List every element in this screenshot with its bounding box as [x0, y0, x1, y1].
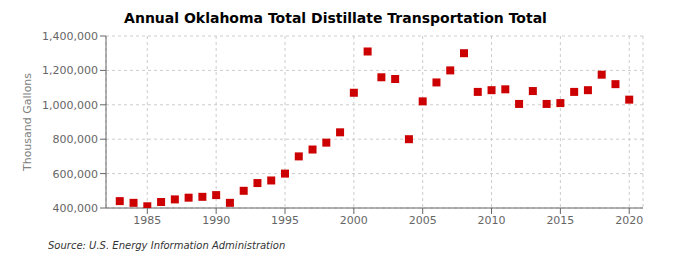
svg-text:2015: 2015	[546, 214, 574, 227]
svg-text:2020: 2020	[615, 214, 643, 227]
svg-text:1,200,000: 1,200,000	[42, 64, 98, 77]
svg-text:1990: 1990	[202, 214, 230, 227]
svg-text:2005: 2005	[409, 214, 437, 227]
svg-text:Thousand Gallons: Thousand Gallons	[21, 73, 34, 172]
svg-text:1,000,000: 1,000,000	[42, 99, 98, 112]
svg-text:1,400,000: 1,400,000	[42, 30, 98, 43]
html-text:Annual Oklahoma Total Distilla: Annual Oklahoma Total Distillate Transpo…	[124, 10, 547, 26]
html-text:Source: U.S. Energy Informatio: Source: U.S. Energy Information Administ…	[48, 240, 286, 251]
svg-text:1995: 1995	[271, 214, 299, 227]
svg-text:600,000: 600,000	[53, 168, 99, 181]
svg-text:400,000: 400,000	[53, 202, 99, 215]
svg-text:800,000: 800,000	[53, 133, 99, 146]
svg-text:2010: 2010	[478, 214, 506, 227]
svg-text:2000: 2000	[340, 214, 368, 227]
svg-text:1985: 1985	[133, 214, 161, 227]
